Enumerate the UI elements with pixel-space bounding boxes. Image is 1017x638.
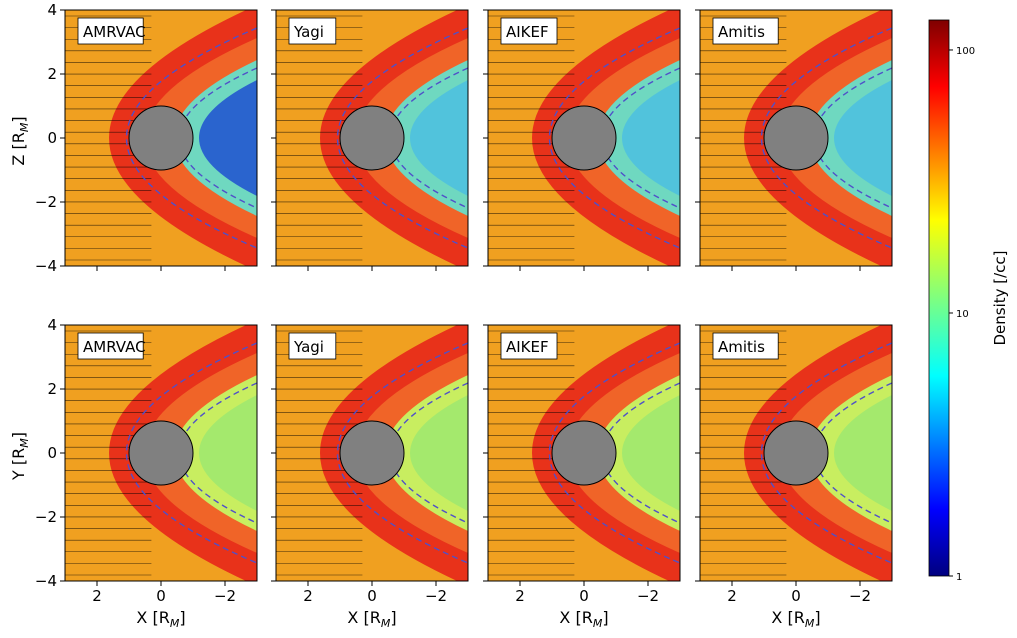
x-tick-label: −2	[425, 587, 447, 605]
colorbar: 100 10 1 Density [/cc]	[928, 19, 1009, 583]
magnetopause-boundary	[813, 382, 892, 524]
model-label-text: AIKEF	[506, 23, 549, 41]
x-tick-label: 2	[515, 587, 525, 605]
model-label: Amitis	[712, 332, 779, 360]
x-tick-label: 2	[727, 587, 737, 605]
panel-yagi-xy: Yagi 2 0 −2 X [RM]	[271, 324, 469, 630]
magnetopause-boundary	[389, 382, 468, 524]
planet-disk	[128, 420, 194, 486]
model-label-text: AIKEF	[506, 338, 549, 356]
x-axis-label: X [RM]	[136, 608, 185, 630]
x-tick-label: 0	[367, 587, 377, 605]
model-label-text: Yagi	[293, 338, 324, 356]
panel-row-1: AMRVAC 2 0 −2 4 2 0 −2 −4 X [RM] Yagi 2 0 −2 X [RM] A…	[35, 316, 893, 630]
ylabel-row-0-sub: M	[18, 122, 31, 132]
x-axis-label: X [RM]	[771, 608, 820, 630]
model-label: Yagi	[288, 332, 337, 360]
x-axis-label: X [RM]	[347, 608, 396, 630]
model-label-text: AMRVAC	[83, 23, 146, 41]
magnetopause-boundary	[389, 67, 468, 209]
panel-yagi-xz: Yagi	[271, 9, 469, 271]
x-tick-label: −2	[849, 587, 871, 605]
y-tick-label: −4	[35, 572, 57, 590]
y-tick-label: 2	[47, 380, 57, 398]
colorbar-ticks: 100 10 1	[949, 46, 975, 583]
planet-disk	[128, 105, 194, 171]
model-label: AIKEF	[500, 332, 558, 360]
colorbar-tick-label: 100	[956, 46, 975, 57]
ylabel-row-0: Z [RM]	[9, 116, 31, 165]
colorbar-tick-label: 1	[956, 572, 962, 583]
panel-aikef-xy: AIKEF 2 0 −2 X [RM]	[483, 324, 681, 630]
colorbar-label: Density [/cc]	[991, 250, 1009, 345]
magnetopause-boundary	[178, 67, 257, 209]
x-tick-label: −2	[637, 587, 659, 605]
model-label-text: AMRVAC	[83, 338, 146, 356]
y-tick-label: 4	[47, 316, 57, 334]
panel-aikef-xz: AIKEF	[483, 9, 681, 271]
planet-disk	[551, 105, 617, 171]
magnetopause-boundary	[178, 382, 257, 524]
y-tick-label: −2	[35, 508, 57, 526]
ylabel-row-1: Y [RM]	[9, 432, 31, 481]
ylabel-row-1-sub: M	[18, 438, 31, 448]
colorbar-ramp	[928, 19, 950, 577]
planet-disk	[763, 420, 829, 486]
model-label: AIKEF	[500, 17, 558, 45]
planet-disk	[339, 420, 405, 486]
panel-amrvac-xy: AMRVAC 2 0 −2 4 2 0 −2 −4 X [RM]	[35, 316, 258, 630]
colorbar-tick-label: 10	[956, 309, 969, 320]
y-tick-label: 2	[47, 65, 57, 83]
x-tick-label: 2	[303, 587, 313, 605]
x-tick-label: 0	[579, 587, 589, 605]
y-tick-label: 0	[47, 129, 57, 147]
y-tick-label: 4	[47, 1, 57, 19]
x-axis-label: X [RM]	[559, 608, 608, 630]
model-label-text: Amitis	[718, 338, 765, 356]
panel-amrvac-xz: AMRVAC 4 2 0 −2 −4	[35, 1, 258, 275]
y-tick-label: −2	[35, 193, 57, 211]
panel-row-0: AMRVAC 4 2 0 −2 −4 Yagi AIKEF Amitis	[35, 1, 893, 275]
planet-disk	[339, 105, 405, 171]
model-label: AMRVAC	[77, 17, 146, 45]
magnetopause-boundary	[601, 67, 680, 209]
density-field	[276, 10, 468, 266]
planet-disk	[763, 105, 829, 171]
x-tick-label: 2	[92, 587, 102, 605]
y-tick-label: 0	[47, 444, 57, 462]
x-tick-label: −2	[214, 587, 236, 605]
model-label: Yagi	[288, 17, 337, 45]
x-tick-label: 0	[791, 587, 801, 605]
panel-amitis-xy: Amitis 2 0 −2 X [RM]	[695, 324, 893, 630]
magnetopause-boundary	[813, 67, 892, 209]
streamlines	[488, 330, 575, 576]
planet-disk	[551, 420, 617, 486]
model-label: Amitis	[712, 17, 779, 45]
model-label: AMRVAC	[77, 332, 146, 360]
y-tick-label: −4	[35, 257, 57, 275]
model-label-text: Amitis	[718, 23, 765, 41]
x-tick-label: 0	[156, 587, 166, 605]
magnetopause-boundary	[601, 382, 680, 524]
model-label-text: Yagi	[293, 23, 324, 41]
panel-amitis-xz: Amitis	[695, 9, 893, 271]
